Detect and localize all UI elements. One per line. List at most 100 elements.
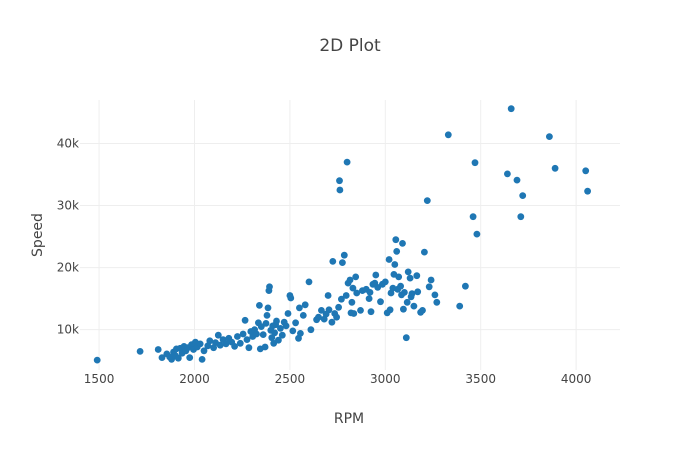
data-point[interactable] (329, 258, 337, 265)
data-point[interactable] (401, 289, 408, 296)
data-point[interactable] (262, 320, 270, 327)
data-point[interactable] (297, 330, 304, 337)
data-point[interactable] (365, 295, 373, 302)
data-point[interactable] (406, 274, 414, 282)
data-point[interactable] (305, 278, 313, 286)
data-point[interactable] (399, 240, 406, 247)
data-point[interactable] (158, 354, 166, 361)
data-point[interactable] (584, 187, 591, 195)
data-point[interactable] (236, 339, 244, 347)
data-point[interactable] (289, 327, 297, 335)
data-point[interactable] (367, 308, 375, 316)
data-point[interactable] (277, 325, 284, 332)
data-point[interactable] (403, 298, 411, 306)
data-point[interactable] (381, 278, 389, 286)
data-point[interactable] (234, 333, 241, 340)
data-point[interactable] (198, 356, 206, 363)
data-point[interactable] (154, 346, 162, 353)
data-point[interactable] (410, 302, 418, 310)
data-point[interactable] (296, 304, 303, 312)
data-point[interactable] (222, 340, 230, 348)
data-point[interactable] (397, 282, 404, 290)
data-point[interactable] (328, 318, 336, 326)
data-point[interactable] (419, 307, 426, 314)
data-point[interactable] (392, 236, 400, 244)
data-point[interactable] (335, 303, 342, 311)
data-point[interactable] (284, 310, 292, 317)
data-point[interactable] (433, 298, 441, 306)
data-point[interactable] (263, 312, 271, 319)
data-point[interactable] (287, 294, 295, 302)
data-point[interactable] (456, 302, 464, 310)
data-point[interactable] (551, 164, 559, 172)
data-point[interactable] (325, 306, 333, 314)
data-point[interactable] (413, 272, 421, 280)
data-point[interactable] (431, 291, 439, 299)
data-point[interactable] (517, 213, 525, 221)
data-point[interactable] (261, 343, 269, 351)
data-point[interactable] (136, 348, 144, 355)
data-point[interactable] (385, 256, 393, 263)
data-point[interactable] (259, 331, 267, 338)
data-point[interactable] (400, 305, 407, 313)
data-point[interactable] (342, 292, 350, 299)
data-point[interactable] (348, 298, 356, 306)
data-point[interactable] (256, 302, 263, 309)
data-point[interactable] (307, 326, 315, 334)
data-point[interactable] (352, 273, 360, 281)
data-point[interactable] (427, 276, 435, 284)
data-point[interactable] (395, 273, 403, 281)
data-point[interactable] (336, 177, 343, 185)
data-point[interactable] (196, 340, 204, 348)
data-point[interactable] (546, 133, 553, 141)
data-point[interactable] (275, 336, 282, 344)
data-point[interactable] (186, 354, 194, 361)
data-point[interactable] (377, 298, 384, 306)
data-point[interactable] (507, 105, 515, 113)
data-point[interactable] (404, 268, 412, 276)
data-point[interactable] (366, 289, 374, 296)
data-point[interactable] (231, 343, 239, 350)
data-point[interactable] (444, 131, 452, 139)
data-point[interactable] (301, 301, 309, 309)
data-point[interactable] (239, 330, 247, 338)
data-point[interactable] (278, 331, 286, 339)
data-point[interactable] (353, 289, 361, 297)
data-point[interactable] (513, 176, 521, 184)
data-point[interactable] (582, 167, 590, 175)
data-point[interactable] (423, 197, 431, 205)
data-point[interactable] (315, 313, 322, 321)
data-point[interactable] (333, 313, 340, 321)
data-point[interactable] (245, 344, 253, 352)
data-point[interactable] (264, 304, 272, 312)
data-point[interactable] (336, 186, 344, 194)
data-point[interactable] (292, 319, 299, 327)
data-point[interactable] (253, 330, 260, 338)
data-point[interactable] (243, 336, 251, 343)
data-point[interactable] (299, 312, 307, 319)
data-point[interactable] (386, 306, 394, 314)
data-point[interactable] (318, 307, 325, 314)
data-point[interactable] (282, 322, 290, 330)
data-point[interactable] (473, 230, 481, 238)
data-point[interactable] (214, 331, 222, 339)
data-point[interactable] (357, 307, 364, 314)
data-point[interactable] (206, 337, 214, 345)
data-point[interactable] (324, 292, 332, 299)
data-point[interactable] (216, 341, 224, 349)
data-point[interactable] (393, 248, 401, 255)
data-point[interactable] (391, 261, 399, 268)
data-point[interactable] (273, 317, 280, 325)
data-point[interactable] (421, 248, 428, 256)
data-point[interactable] (338, 295, 345, 303)
data-point[interactable] (346, 276, 354, 284)
data-point[interactable] (174, 354, 182, 362)
data-point[interactable] (414, 288, 422, 296)
data-point[interactable] (350, 310, 358, 317)
data-point[interactable] (372, 271, 380, 279)
data-point[interactable] (340, 251, 348, 259)
data-point[interactable] (504, 170, 511, 178)
data-point[interactable] (93, 356, 101, 364)
data-point[interactable] (241, 316, 249, 324)
data-point[interactable] (425, 283, 433, 291)
